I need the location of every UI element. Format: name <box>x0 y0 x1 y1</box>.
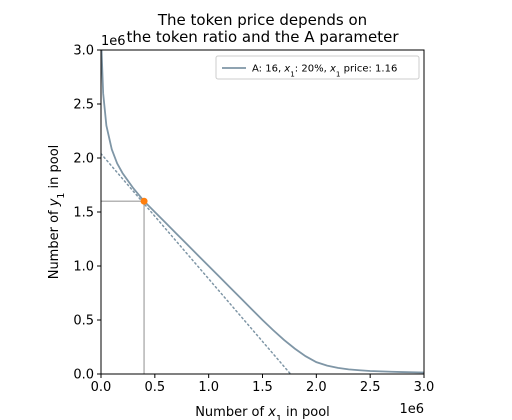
x-tick-label-4: 2.0 <box>306 380 327 395</box>
highlight-point <box>140 197 148 205</box>
legend-box <box>215 55 420 80</box>
y-tick-label-6: 3.0 <box>73 44 94 59</box>
y-axis-label: Number of y1 in pool <box>47 145 67 280</box>
x-offset-label: 1e6 <box>399 402 424 417</box>
y-tick-label-5: 2.5 <box>73 98 94 113</box>
y-offset-label: 1e6 <box>101 34 126 49</box>
x-tick-label-0: 0.0 <box>91 380 112 395</box>
series-line-1 <box>101 50 424 374</box>
x-axis-label: Number of x1 in pool <box>195 405 330 420</box>
x-tick-label-6: 3.0 <box>414 380 435 395</box>
x-tick-label-2: 1.0 <box>198 380 219 395</box>
plot-frame <box>100 49 425 375</box>
chart-title-line-2: the token ratio and the A parameter <box>126 28 399 46</box>
y-tick-label-3: 1.5 <box>73 206 94 221</box>
y-tick-label-0: 0.0 <box>73 368 94 383</box>
y-tick-label-1: 0.5 <box>73 314 94 329</box>
y-tick-label-2: 1.0 <box>73 260 94 275</box>
x-tick-label-1: 0.5 <box>144 380 165 395</box>
x-tick-label-3: 1.5 <box>252 380 273 395</box>
y-tick-label-4: 2.0 <box>73 152 94 167</box>
x-tick-label-5: 2.5 <box>360 380 381 395</box>
tangent-line <box>101 152 292 374</box>
chart-title-line-1: The token price depends on <box>157 11 367 29</box>
legend-label-1: A: 16, x1: 20%, x1 price: 1.16 <box>252 64 397 79</box>
